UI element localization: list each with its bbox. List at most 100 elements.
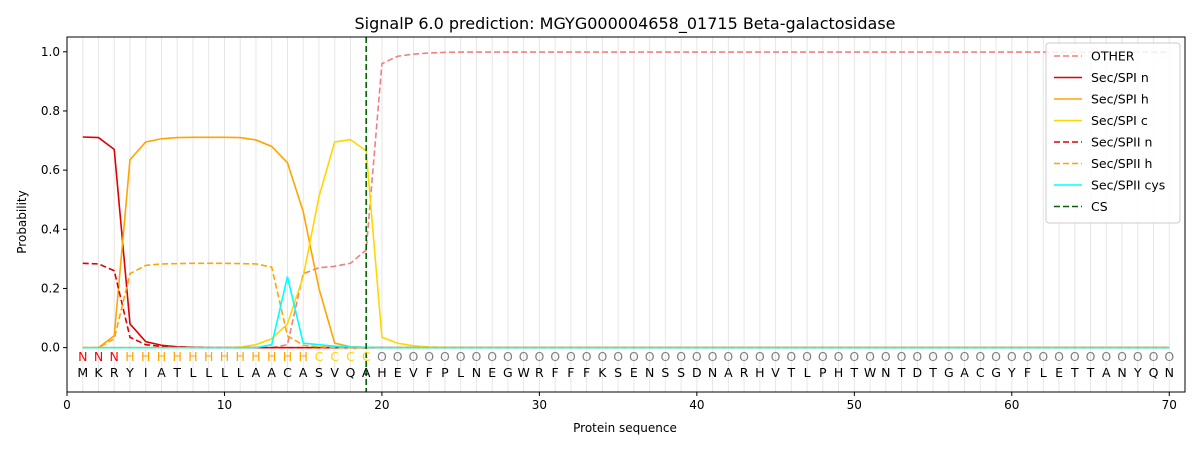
residue-letter: L bbox=[205, 365, 212, 380]
series-line bbox=[82, 138, 1170, 349]
legend-entry: Sec/SPII cys bbox=[1091, 178, 1165, 193]
region-label: O bbox=[739, 349, 749, 364]
residue-letter: S bbox=[315, 365, 323, 380]
region-label: H bbox=[267, 349, 276, 364]
region-label: O bbox=[676, 349, 686, 364]
region-label: O bbox=[1054, 349, 1064, 364]
region-label: O bbox=[771, 349, 781, 364]
legend-entry: Sec/SPI n bbox=[1091, 70, 1149, 85]
residue-letter: Y bbox=[1007, 365, 1016, 380]
region-label: O bbox=[755, 349, 765, 364]
region-label: C bbox=[315, 349, 324, 364]
residue-letter: T bbox=[850, 365, 859, 380]
y-tick-label: 0.6 bbox=[41, 163, 60, 177]
residue-letter: A bbox=[724, 365, 733, 380]
region-label: O bbox=[377, 349, 387, 364]
region-label: O bbox=[834, 349, 844, 364]
residue-letter: A bbox=[362, 365, 371, 380]
residue-letter: C bbox=[976, 365, 985, 380]
residue-letter: F bbox=[567, 365, 574, 380]
region-label: O bbox=[629, 349, 639, 364]
region-label: H bbox=[125, 349, 134, 364]
residue-letter: W bbox=[517, 365, 529, 380]
residue-letter: L bbox=[221, 365, 228, 380]
region-label: O bbox=[1133, 349, 1143, 364]
y-axis-label: Probability bbox=[15, 190, 29, 253]
region-label: O bbox=[786, 349, 796, 364]
residue-letter: V bbox=[330, 365, 339, 380]
residue-letter: Y bbox=[125, 365, 134, 380]
region-label: N bbox=[78, 349, 87, 364]
x-tick-label: 0 bbox=[63, 398, 71, 412]
residue-letter: E bbox=[630, 365, 638, 380]
residue-letter: H bbox=[755, 365, 764, 380]
residue-letter: G bbox=[503, 365, 513, 380]
region-label: O bbox=[440, 349, 450, 364]
residue-letter: L bbox=[804, 365, 811, 380]
region-label: N bbox=[110, 349, 119, 364]
region-label: O bbox=[503, 349, 513, 364]
region-label: O bbox=[550, 349, 560, 364]
y-tick-label: 1.0 bbox=[41, 45, 60, 59]
region-label: C bbox=[330, 349, 339, 364]
region-label: O bbox=[960, 349, 970, 364]
legend-entry: Sec/SPII h bbox=[1091, 156, 1152, 171]
residue-letter: Q bbox=[1149, 365, 1159, 380]
residue-letter: N bbox=[645, 365, 654, 380]
region-label: O bbox=[613, 349, 623, 364]
region-label: H bbox=[141, 349, 150, 364]
residue-letter: H bbox=[377, 365, 386, 380]
residue-letter: A bbox=[1102, 365, 1111, 380]
residue-letter: L bbox=[189, 365, 196, 380]
x-tick-label: 70 bbox=[1162, 398, 1177, 412]
legend: OTHER Sec/SPI n Sec/SPI h Sec/SPI c Sec/SPII… bbox=[1045, 42, 1181, 224]
region-label: O bbox=[1038, 349, 1048, 364]
residue-letter: R bbox=[535, 365, 544, 380]
residue-letter: S bbox=[677, 365, 685, 380]
legend-entry: OTHER bbox=[1091, 49, 1135, 64]
residue-letter: T bbox=[1086, 365, 1095, 380]
residue-letter: V bbox=[771, 365, 780, 380]
series-line bbox=[82, 136, 1170, 349]
region-label: H bbox=[236, 349, 245, 364]
legend-box bbox=[1045, 42, 1181, 224]
region-label: O bbox=[424, 349, 434, 364]
region-label: C bbox=[346, 349, 355, 364]
region-label: H bbox=[283, 349, 292, 364]
x-tick-label: 40 bbox=[689, 398, 704, 412]
region-label: O bbox=[692, 349, 702, 364]
residue-letter: D bbox=[912, 365, 922, 380]
residue-letter: S bbox=[614, 365, 622, 380]
residue-letter: F bbox=[552, 365, 559, 380]
region-label: H bbox=[204, 349, 213, 364]
region-label: H bbox=[251, 349, 260, 364]
region-label: O bbox=[1101, 349, 1111, 364]
residue-letter: T bbox=[928, 365, 937, 380]
residue-letter: P bbox=[441, 365, 449, 380]
region-label: O bbox=[865, 349, 875, 364]
region-label: H bbox=[188, 349, 197, 364]
series-line bbox=[82, 136, 1170, 349]
x-tick-label: 30 bbox=[532, 398, 547, 412]
y-tick-label: 0.2 bbox=[41, 281, 60, 295]
residue-letter: N bbox=[708, 365, 717, 380]
residue-letter: T bbox=[172, 365, 181, 380]
x-tick-label: 10 bbox=[217, 398, 232, 412]
legend-entry: Sec/SPII n bbox=[1091, 135, 1152, 150]
residue-letter: N bbox=[1165, 365, 1174, 380]
x-tick-label: 20 bbox=[374, 398, 389, 412]
region-label: O bbox=[456, 349, 466, 364]
region-label: O bbox=[897, 349, 907, 364]
region-label: O bbox=[912, 349, 922, 364]
region-label: O bbox=[802, 349, 812, 364]
region-label: O bbox=[723, 349, 733, 364]
residue-letter: H bbox=[834, 365, 843, 380]
residue-letter: A bbox=[960, 365, 969, 380]
residue-letter: E bbox=[394, 365, 402, 380]
legend-entry: Sec/SPI h bbox=[1091, 92, 1149, 107]
region-label: H bbox=[298, 349, 307, 364]
residue-letter: D bbox=[692, 365, 702, 380]
region-label: O bbox=[566, 349, 576, 364]
region-label: O bbox=[944, 349, 954, 364]
